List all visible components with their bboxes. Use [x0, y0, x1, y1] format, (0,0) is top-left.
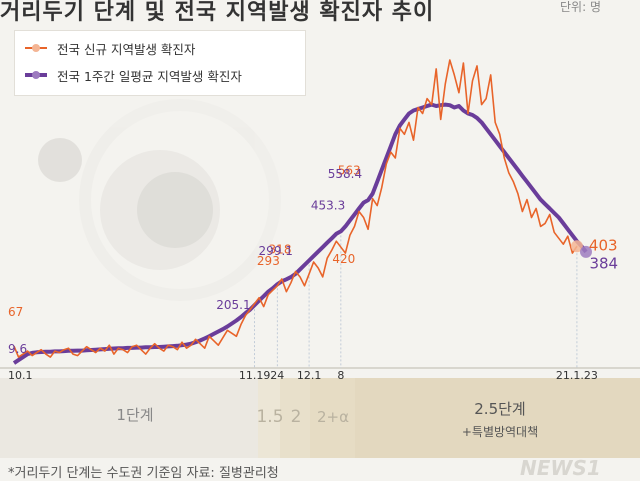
chart-title: 거리두기 단계 및 전국 지역발생 확진자 추이	[0, 0, 435, 25]
series-line-daily	[13, 59, 578, 358]
phase-label-15: 1.5	[256, 407, 283, 427]
data-label-daily: 563	[338, 164, 361, 178]
phase-label-25: 2.5단계	[474, 400, 525, 418]
data-label-avg: 453.3	[311, 198, 345, 212]
data-label-daily: 318	[269, 243, 292, 257]
virus-decoration-icon	[38, 99, 281, 301]
end-point-daily	[570, 240, 583, 253]
data-label-daily: 293	[257, 254, 280, 268]
end-point-average	[580, 245, 592, 258]
data-label-avg: 205.1	[216, 298, 250, 312]
legend-label-daily: 전국 신규 지역발생 확진자	[57, 41, 196, 57]
footer-note: *거리두기 단계는 수도권 기준임 자료: 질병관리청	[8, 466, 279, 481]
phase-band-2	[280, 378, 310, 458]
phase-band-2plus	[310, 378, 355, 458]
unit-label: 단위: 명	[560, 0, 601, 14]
legend-swatch-average	[25, 71, 47, 79]
x-tick-label: 24	[270, 369, 284, 382]
legend-item-average: 전국 1주간 일평균 지역발생 확진자	[23, 65, 242, 85]
phase-sublabel-25: +특별방역대책	[462, 424, 538, 439]
legend-swatch-daily	[25, 44, 47, 52]
x-tick-label: 11.19	[239, 369, 271, 382]
phase-label-2: 2	[291, 407, 302, 427]
phase-label-2plus: 2+α	[317, 408, 349, 426]
series-line-average	[12, 102, 588, 365]
x-tick-label: 21.1.23	[556, 369, 598, 382]
phase-band-15	[258, 378, 280, 458]
legend-item-daily: 전국 신규 지역발생 확진자	[23, 38, 195, 58]
data-label-avg: 9.6	[8, 342, 27, 356]
x-tick-label: 10.1	[8, 369, 33, 382]
legend-label-average: 전국 1주간 일평균 지역발생 확진자	[57, 68, 242, 84]
data-label-avg: 299.1	[259, 244, 293, 258]
x-tick-label: 12.1	[297, 369, 322, 382]
watermark: NEWS1	[520, 456, 601, 480]
data-label-daily: 67	[8, 305, 23, 319]
data-label-daily: 403	[589, 236, 618, 254]
phase-band-1	[0, 378, 258, 458]
data-label-daily: 420	[332, 252, 355, 266]
phase-label-1: 1단계	[116, 406, 153, 424]
x-tick-label: 8	[337, 369, 344, 382]
data-label-avg: 558.4	[328, 167, 362, 181]
data-label-avg: 384	[589, 254, 618, 272]
phase-band-25	[355, 378, 640, 458]
legend: 전국 신규 지역발생 확진자 전국 1주간 일평균 지역발생 확진자	[14, 30, 306, 96]
